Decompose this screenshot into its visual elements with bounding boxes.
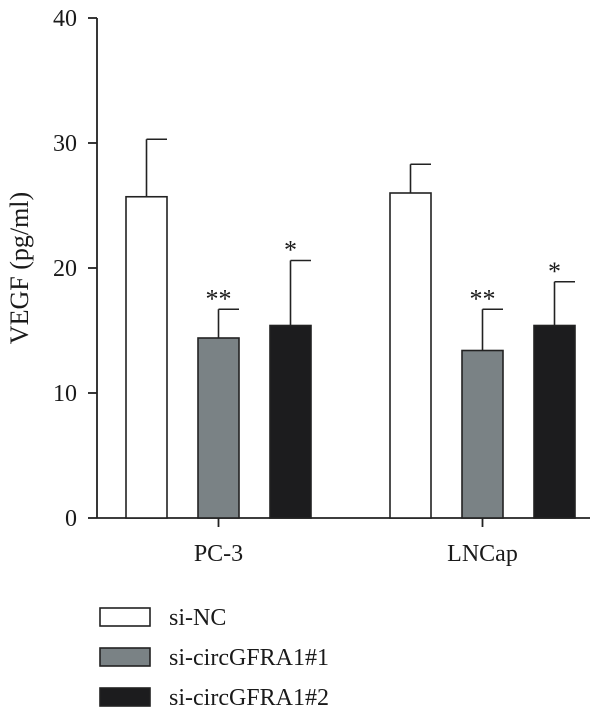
significance-label-0-1: ** [206,284,232,313]
x-tick-label-0: PC-3 [194,541,243,567]
y-axis-title: VEGF (pg/ml) [5,192,34,344]
legend-swatch-1 [99,607,151,627]
legend-swatch-3 [99,687,151,707]
y-tick-label-4: 40 [53,6,77,32]
legend-swatch-2 [99,647,151,667]
bar-pc-3-2 [197,337,240,519]
x-tick-label-1: LNCap [447,541,518,567]
bar-pc-3-3 [269,324,312,519]
y-tick-label-1: 10 [53,381,77,407]
y-tick-label-2: 20 [53,256,77,282]
significance-label-0-2: * [284,236,297,265]
significance-label-1-1: ** [470,284,496,313]
bar-lncap-2 [461,349,504,519]
legend-label-2: si-circGFRA1#1 [169,645,329,671]
bar-lncap-3 [533,324,576,519]
y-tick-label-3: 30 [53,131,77,157]
y-tick-label-0: 0 [65,506,77,532]
legend-label-1: si-NC [169,605,226,631]
bar-lncap-1 [389,192,432,519]
significance-label-1-2: * [548,257,561,286]
legend-label-3: si-circGFRA1#2 [169,685,329,711]
bar-pc-3-1 [125,195,168,519]
legend: si-NC si-circGFRA1#1 si-circGFRA1#2 [99,605,329,711]
